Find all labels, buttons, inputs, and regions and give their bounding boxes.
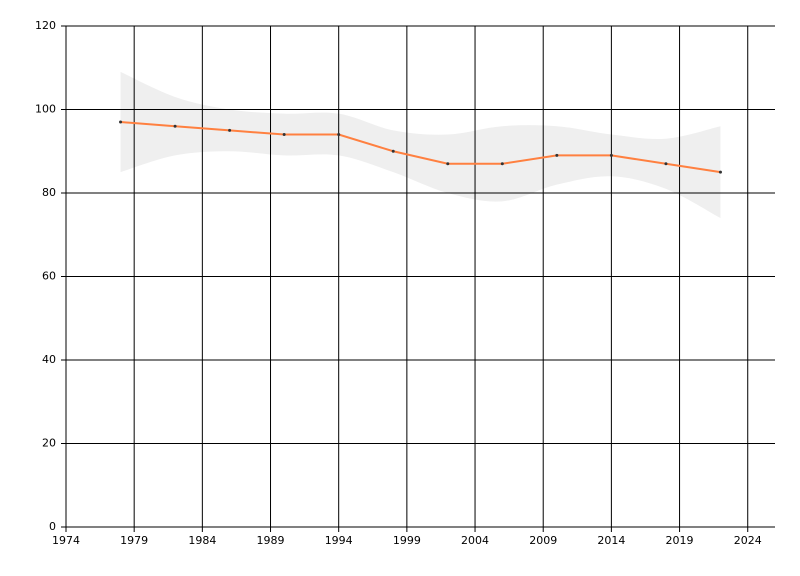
point <box>500 162 504 166</box>
point <box>664 162 668 166</box>
point <box>282 133 286 137</box>
point <box>228 128 232 132</box>
x-tick-label: 2014 <box>597 534 625 547</box>
y-tick-label: 80 <box>42 186 56 199</box>
point <box>609 153 613 157</box>
point <box>391 149 395 153</box>
y-tick-label: 0 <box>49 520 56 533</box>
point <box>119 120 123 124</box>
x-tick-label: 1974 <box>52 534 80 547</box>
y-tick-label: 40 <box>42 353 56 366</box>
x-tick-label: 1999 <box>393 534 421 547</box>
y-tick-label: 20 <box>42 437 56 450</box>
point <box>718 170 722 174</box>
y-tick-label: 100 <box>35 103 56 116</box>
line <box>120 121 721 174</box>
x-tick-label: 2024 <box>734 534 762 547</box>
x-tick-label: 1994 <box>325 534 353 547</box>
point <box>555 153 559 157</box>
x-tick-label: 1984 <box>188 534 216 547</box>
point <box>446 162 450 166</box>
y-tick-label: 120 <box>35 19 56 32</box>
x-tick-label: 1989 <box>257 534 285 547</box>
x-tick-label: 2004 <box>461 534 489 547</box>
x-tick-label: 1979 <box>120 534 148 547</box>
point <box>173 124 177 128</box>
y-tick-label: 60 <box>42 270 56 283</box>
x-tick-label: 2019 <box>666 534 694 547</box>
point <box>337 133 341 137</box>
x-tick-label: 2009 <box>529 534 557 547</box>
confidence-band <box>120 71 721 219</box>
